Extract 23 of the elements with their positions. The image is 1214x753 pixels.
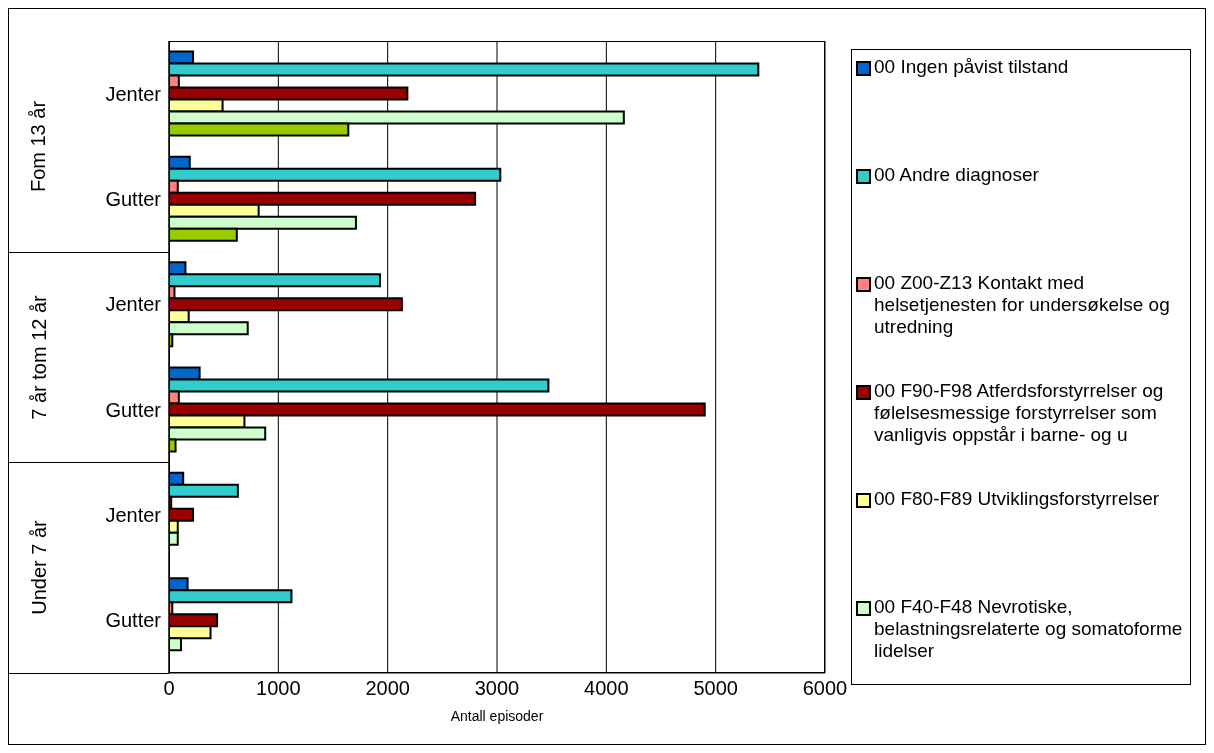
legend-label: 00 Z00-Z13 Kontakt med helsetjenesten for undersøkelse og utredning (874, 272, 1171, 338)
legend-label: 00 F40-F48 Nevrotiske, belastningsrelaterte og somatoforme lidelser (874, 596, 1184, 662)
y-tick-label: Gutter (105, 609, 162, 632)
y-tick-label: Jenter (105, 293, 162, 316)
x-tick-label: 6000 (802, 677, 848, 700)
x-tick-label: 2000 (365, 677, 410, 700)
legend-label: 00 Andre diagnoser (874, 164, 1039, 186)
x-axis-title: Antall episoder (450, 708, 544, 724)
text: Under 7 år (27, 520, 51, 615)
legend-label: 00 F80-F89 Utviklingsforstyrrelser (874, 488, 1160, 510)
legend-label: 00 Ingen påvist tilstand (874, 56, 1069, 78)
x-tick-label: 0 (163, 677, 175, 700)
text: 7 år tom 12 år (27, 294, 51, 420)
x-tick-label: 1000 (256, 677, 301, 700)
y-tick-label: Gutter (105, 188, 162, 211)
y-tick-label: Jenter (105, 504, 162, 527)
legend-label: 00 F90-F98 Atferdsforstyrrelser og følelsesmessige forstyrrelser som vanligvis oppstår i barne- og u (874, 380, 1165, 446)
x-tick-label: 5000 (693, 677, 738, 700)
y-tick-label: Jenter (105, 82, 162, 105)
y-tick-label: Gutter (105, 398, 162, 421)
x-tick-label: 4000 (584, 677, 629, 700)
text: Fom 13 år (27, 100, 51, 192)
x-tick-label: 3000 (474, 677, 520, 700)
